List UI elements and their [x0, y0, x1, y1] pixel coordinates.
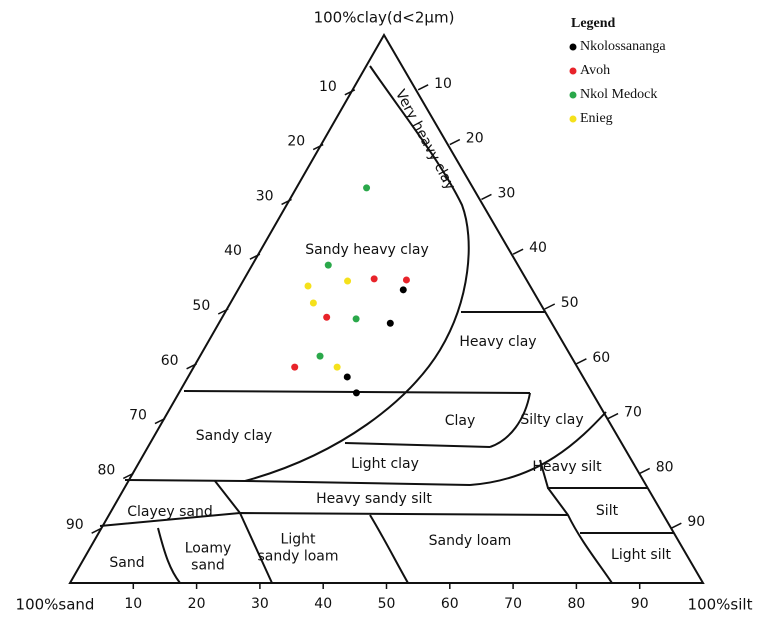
tick-mark — [544, 303, 556, 310]
legend-label: Enieg — [580, 111, 613, 126]
series — [316, 184, 371, 360]
right-tick-label: 70 — [624, 405, 642, 421]
left-tick-label: 70 — [129, 408, 147, 424]
point — [304, 282, 312, 290]
bottom-tick-label: 30 — [251, 596, 269, 612]
region-label: Sandy heavy clay — [305, 242, 429, 258]
left-tick-label: 30 — [256, 188, 274, 204]
region-label: Clayey sand — [127, 504, 213, 520]
right-tick-label: 30 — [497, 185, 515, 201]
tick-mark — [481, 193, 492, 201]
region-label: Light clay — [351, 456, 419, 472]
corner-label: 100%clay(d<2μm) — [314, 9, 455, 27]
point — [399, 286, 407, 294]
point — [370, 275, 378, 283]
point — [333, 363, 341, 371]
tick-mark — [449, 138, 461, 146]
tick-mark — [91, 527, 102, 534]
point — [323, 313, 331, 321]
bottom-tick-label: 10 — [124, 596, 142, 612]
tick-mark — [122, 472, 134, 480]
left-tick-label: 60 — [161, 353, 179, 369]
region-label: sand — [191, 558, 225, 574]
legend-label: Nkolossananga — [580, 39, 666, 54]
left-tick-label: 90 — [66, 517, 84, 533]
series — [304, 277, 352, 371]
bottom-tick-label: 80 — [567, 596, 585, 612]
point — [402, 276, 410, 284]
legend-marker — [569, 91, 577, 99]
left-tick-label: 80 — [97, 462, 115, 478]
right-tick-label: 20 — [466, 131, 484, 147]
tick-mark — [671, 522, 682, 529]
region-label: Sandy loam — [429, 533, 512, 549]
left-tick-label: 40 — [224, 243, 242, 259]
region-label: Loamy — [185, 541, 232, 557]
region-label: Heavy sandy silt — [316, 491, 432, 507]
right-tick-label: 40 — [529, 240, 547, 256]
right-tick-label: 60 — [592, 350, 610, 366]
right-tick-label: 50 — [561, 295, 579, 311]
region-label: Heavy clay — [459, 334, 536, 350]
region-label: Light — [281, 532, 316, 548]
left-tick-label: 50 — [192, 298, 210, 314]
point — [352, 315, 360, 323]
tick-mark — [639, 467, 651, 475]
legend-marker — [569, 115, 577, 123]
region-label: Sandy clay — [196, 428, 272, 444]
point — [309, 299, 317, 307]
right-tick-label: 90 — [687, 514, 705, 530]
left-tick-label: 10 — [319, 79, 337, 95]
series — [291, 275, 410, 371]
region-label: Silty clay — [520, 412, 583, 428]
legend-label: Avoh — [580, 63, 610, 78]
region-boundaries — [68, 33, 705, 584]
region-label: Very heavy clay — [392, 87, 458, 193]
point — [291, 363, 299, 371]
legend-marker — [569, 67, 577, 75]
left-tick-label: 20 — [287, 134, 305, 150]
region-label: Light silt — [611, 547, 671, 563]
point — [344, 277, 352, 285]
series — [343, 286, 407, 397]
tick-mark — [512, 248, 524, 255]
point — [386, 319, 394, 327]
region-label: Sand — [109, 555, 144, 571]
right-tick-label: 80 — [656, 459, 674, 475]
tick-mark — [312, 143, 324, 151]
legend-label: Nkol Medock — [580, 87, 657, 102]
bottom-tick-label: 60 — [441, 596, 459, 612]
tick-mark — [217, 308, 229, 315]
tick-mark — [281, 198, 292, 206]
point — [363, 184, 371, 192]
tick-mark — [154, 417, 166, 425]
corner-label: 100%silt — [688, 596, 753, 614]
bottom-tick-label: 90 — [631, 596, 649, 612]
point — [316, 352, 324, 360]
region-label: Clay — [445, 413, 476, 429]
region-label: Heavy silt — [532, 459, 602, 475]
bottom-tick-label: 20 — [188, 596, 206, 612]
corner-label: 100%sand — [16, 596, 95, 614]
tick-mark — [186, 363, 197, 370]
tick-mark — [607, 412, 619, 420]
region-label: sandy loam — [257, 549, 338, 565]
point — [343, 373, 351, 381]
tick-mark — [576, 358, 587, 365]
legend-marker — [569, 43, 577, 51]
legend-title: Legend — [571, 16, 616, 31]
bottom-tick-label: 70 — [504, 596, 522, 612]
tick-mark — [249, 253, 261, 260]
bottom-tick-label: 40 — [314, 596, 332, 612]
region-label: Silt — [596, 503, 619, 519]
tick-mark — [417, 84, 429, 91]
tick-mark — [344, 89, 356, 96]
bottom-tick-label: 50 — [378, 596, 396, 612]
right-tick-label: 10 — [434, 76, 452, 92]
point — [324, 261, 332, 269]
point — [352, 389, 360, 397]
